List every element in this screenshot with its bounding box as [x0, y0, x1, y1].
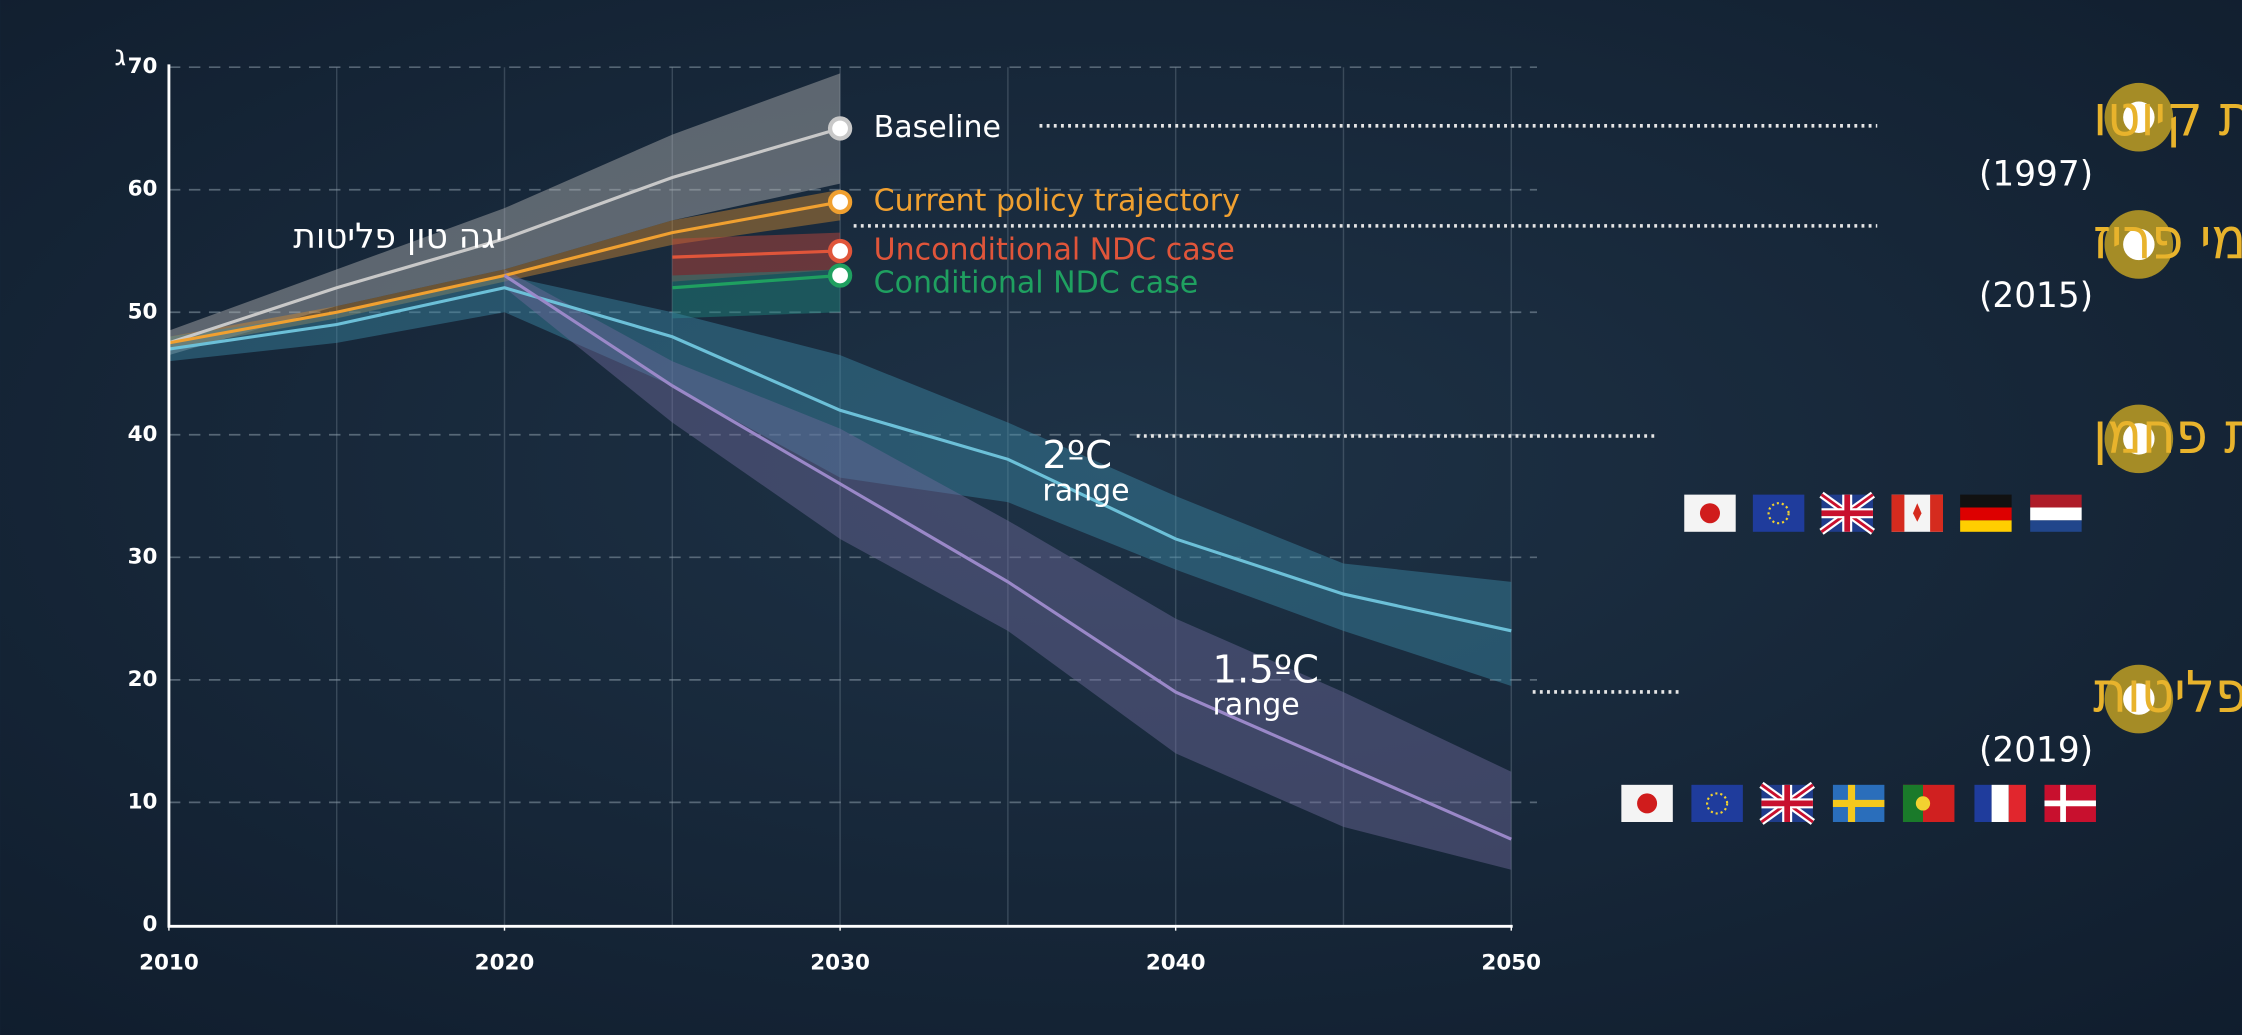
- timeline-dot-center: [2123, 423, 2155, 455]
- timeline-dot-center: [2123, 101, 2155, 133]
- end-marker: [827, 238, 853, 264]
- range-band: [504, 269, 1512, 870]
- flags-row: [1621, 781, 2096, 825]
- flag-uk: [1819, 491, 1876, 535]
- range-band: [168, 275, 1512, 686]
- flag-canada: [1891, 494, 1943, 532]
- y-tick-label: 0: [143, 912, 158, 937]
- flags-row: [1684, 491, 2082, 535]
- range-label: 1.5ºC: [1212, 647, 1318, 692]
- series-label: Current policy trajectory: [874, 183, 1240, 218]
- x-tick-label: 2020: [475, 951, 535, 976]
- timeline: אמנת קיוטו (1997) הסכמי פריז (2015) מעבר…: [853, 82, 2242, 770]
- x-tick-label: 2050: [1481, 951, 1541, 976]
- timeline-year: (1997): [1979, 154, 2093, 194]
- series-line: [672, 249, 841, 259]
- range-band: [168, 189, 841, 350]
- y-tick-label: 40: [128, 422, 158, 447]
- labels: Baseline Current policy trajectory Uncondi…: [874, 110, 1319, 723]
- y-axis-label: יגה טון פליטות: [293, 217, 503, 257]
- flag-sweden: [1832, 784, 1885, 822]
- bands: [168, 73, 1512, 870]
- series-label: Baseline: [874, 110, 1001, 145]
- flag-germany: [1960, 494, 2012, 532]
- y-tick-label: 10: [128, 789, 158, 814]
- range-sublabel: range: [1212, 688, 1299, 723]
- series-line: [168, 286, 1512, 633]
- timeline-dot-center: [2123, 683, 2155, 715]
- y-tick-label: 50: [128, 299, 158, 324]
- x-tick-label: 2040: [1146, 951, 1206, 976]
- range-label: 2ºC: [1042, 433, 1112, 478]
- x-tick-label: 2010: [139, 951, 199, 976]
- end-marker: [827, 189, 853, 215]
- y-tick-label: 70: [128, 54, 158, 79]
- series-line: [168, 126, 841, 345]
- flag-eu: [1691, 784, 1743, 822]
- lines: [168, 116, 1512, 841]
- series-line: [672, 273, 841, 290]
- timeline-title: כלכלה מאופסת פליטות: [2093, 660, 2242, 726]
- range-band: [672, 232, 841, 282]
- timeline-year: (2019): [1979, 730, 2093, 770]
- flag-uk: [1759, 781, 1815, 825]
- y-tick-label: 60: [128, 177, 158, 202]
- timeline-dot-center: [2123, 228, 2155, 261]
- flag-japan: [1621, 784, 1673, 822]
- series-label: Unconditional NDC case: [874, 232, 1235, 267]
- range-band: [672, 269, 841, 319]
- end-marker: [827, 116, 853, 141]
- end-marker: [827, 263, 853, 288]
- range-band: [168, 73, 841, 356]
- flag-france: [1974, 784, 2026, 822]
- flag-portugal: [1902, 784, 1955, 822]
- y-tick-label: 30: [128, 544, 158, 569]
- flag-japan: [1684, 494, 1736, 532]
- timeline-title: אמנת קיוטו: [2093, 84, 2242, 150]
- timeline-dots: [2104, 82, 2174, 734]
- timeline-year: (2015): [1979, 276, 2093, 316]
- timeline-title: מעבר לכלכלה דלת פחמן: [2093, 401, 2242, 467]
- y-tick-label: 20: [128, 667, 158, 692]
- flag-eu: [1752, 494, 1805, 532]
- series-line: [503, 274, 1512, 841]
- x-tick-label: 2030: [810, 951, 870, 976]
- flag-denmark: [2044, 784, 2096, 822]
- series-line: [168, 200, 841, 345]
- range-sublabel: range: [1042, 473, 1129, 508]
- timeline-title: הסכמי פריז: [2093, 207, 2242, 273]
- series-label: Conditional NDC case: [874, 266, 1199, 301]
- flag-netherlands: [2030, 494, 2082, 532]
- y-unit: ג: [114, 38, 126, 72]
